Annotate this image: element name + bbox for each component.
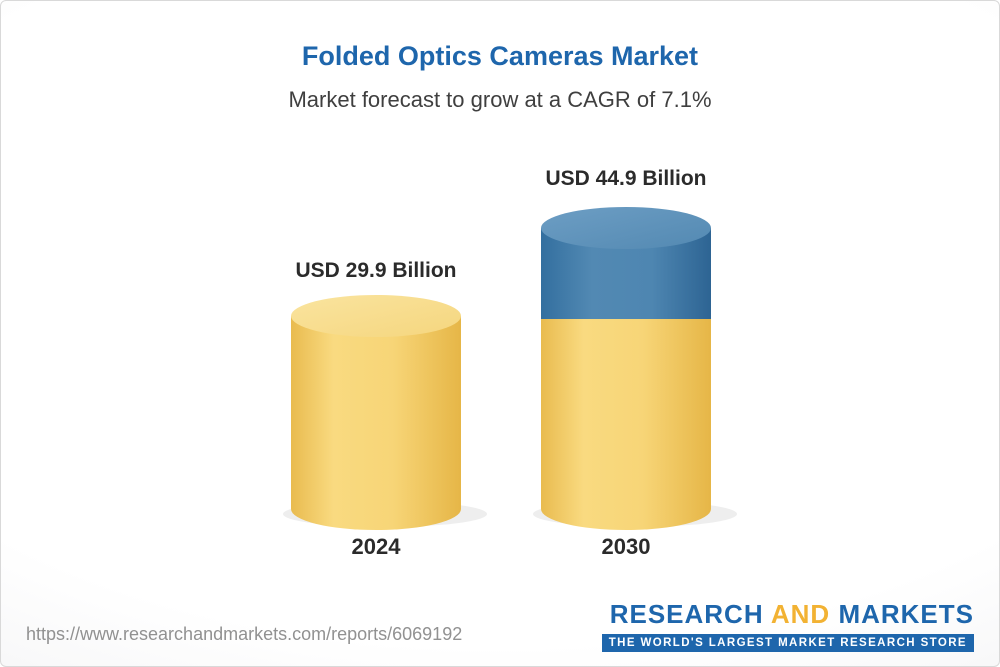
cylinder-2030-base-segment bbox=[541, 319, 711, 509]
cylinder-2030-top bbox=[541, 207, 711, 249]
logo-word-and: AND bbox=[763, 599, 839, 629]
logo-wordmark: RESEARCH AND MARKETS bbox=[610, 599, 974, 630]
chart-subtitle: Market forecast to grow at a CAGR of 7.1… bbox=[288, 87, 712, 112]
cylinder-2024 bbox=[291, 295, 461, 530]
logo-word-markets: MARKETS bbox=[838, 599, 974, 629]
chart-title: Folded Optics Cameras Market bbox=[301, 41, 699, 71]
category-label-2030: 2030 bbox=[601, 534, 651, 559]
research-and-markets-logo: RESEARCH AND MARKETS THE WORLD'S LARGEST… bbox=[601, 599, 974, 652]
category-label-2024: 2024 bbox=[351, 534, 401, 559]
logo-word-research: RESEARCH bbox=[609, 599, 764, 629]
report-url[interactable]: https://www.researchandmarkets.com/repor… bbox=[26, 624, 463, 644]
value-label-2024: USD 29.9 Billion bbox=[295, 259, 457, 282]
value-label-2030: USD 44.9 Billion bbox=[545, 167, 707, 190]
logo-tagline: THE WORLD'S LARGEST MARKET RESEARCH STOR… bbox=[601, 634, 974, 652]
cylinder-2030 bbox=[541, 207, 711, 530]
